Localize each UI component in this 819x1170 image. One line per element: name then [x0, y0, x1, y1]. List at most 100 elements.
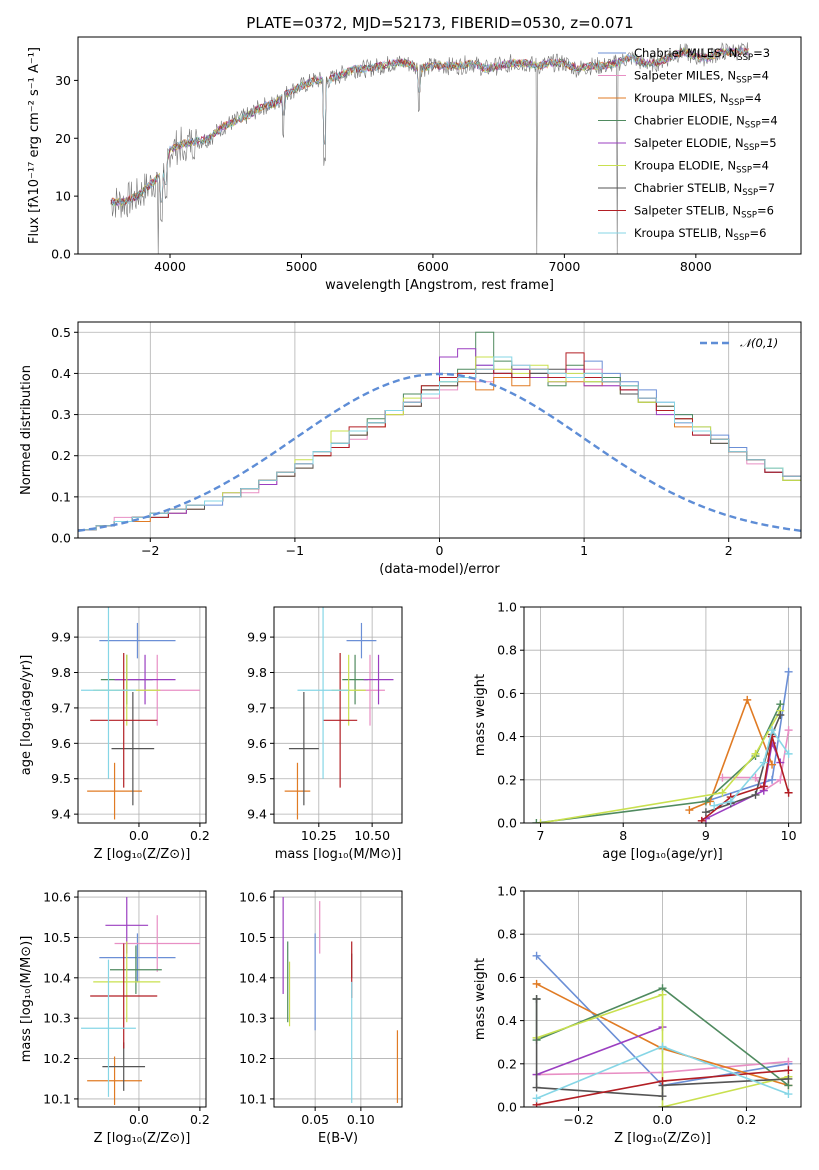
weight-marker-1 — [718, 773, 727, 782]
y-tick-label: 9.4 — [51, 807, 71, 822]
y-tick-label: 0.0 — [497, 816, 517, 831]
y-tick-label: 0.6 — [497, 686, 517, 701]
legend-entry-normal: 𝒩(0,1) — [740, 336, 778, 350]
y-tick-label: 9.9 — [247, 630, 267, 645]
x-tick-label: −2 — [141, 543, 159, 558]
weight-marker-6 — [532, 1083, 541, 1092]
weight-marker-6 — [658, 1092, 667, 1101]
spectrum-panel: 4000 5000 6000 7000 8000 0.0 10 20 30 wavelength … — [27, 36, 802, 293]
axes-frame — [273, 890, 403, 1108]
x-axis-label: Z [log₁₀(Z/Z⊙)] — [614, 1131, 711, 1146]
legend-entry-2: Kroupa MILES, NSSP=4 — [634, 91, 761, 108]
weight-line-2 — [689, 697, 773, 811]
weight-marker-8 — [759, 758, 768, 767]
x-tick-label: 0 — [436, 543, 444, 558]
plot-area — [282, 897, 399, 1103]
y-tick-label: 0.2 — [497, 1056, 517, 1071]
y-tick-label: 0.8 — [497, 643, 517, 658]
plot-area — [81, 897, 200, 1105]
y-tick-label: 20 — [55, 131, 71, 146]
y-tick-label: 0.2 — [497, 772, 517, 787]
weight-marker-7 — [784, 1066, 793, 1075]
weight-marker-0 — [532, 951, 541, 960]
histogram-series-8 — [78, 356, 801, 538]
weight-marker-7 — [784, 788, 793, 797]
x-tick-label: 0.0 — [653, 1112, 673, 1127]
x-tick-label: 8 — [619, 828, 627, 843]
weight-marker-5 — [536, 819, 545, 823]
weight-vs-metallicity-panel: −0.2 0.0 0.2 0.0 0.2 0.4 0.6 0.8 1.0 Z [log₁₀(Z/Z… — [473, 884, 802, 1146]
y-tick-label: 9.5 — [51, 771, 71, 786]
weight-marker-2 — [768, 760, 777, 769]
x-tick-label: 0.05 — [301, 1112, 329, 1127]
weight-line-4 — [536, 1026, 663, 1076]
y-axis-label: age [log₁₀(age/yr)] — [19, 655, 34, 776]
y-tick-label: 9.7 — [51, 700, 71, 715]
figure-title: PLATE=0372, MJD=52173, FIBERID=0530, z=0… — [246, 14, 633, 32]
histogram-series-2 — [78, 368, 801, 538]
weight-marker-5 — [658, 1103, 667, 1107]
weight-marker-1 — [776, 775, 785, 784]
y-axis-label: mass weight — [473, 958, 488, 1040]
legend-entry-0: Chabrier MILES, NSSP=3 — [634, 46, 770, 63]
x-tick-label: 5000 — [286, 259, 318, 274]
weight-marker-8 — [726, 797, 735, 806]
y-axis-label: Normed distribution — [19, 365, 34, 495]
y-tick-label: 9.8 — [247, 665, 267, 680]
weight-marker-2 — [685, 806, 694, 815]
x-tick-label: 9 — [702, 828, 710, 843]
y-tick-label: 10.5 — [43, 930, 71, 945]
x-tick-label: 1 — [580, 543, 588, 558]
weight-vs-age-panel: 7 8 9 10 0.0 0.2 0.4 0.6 0.8 1.0 age [log₁₀(age/yr… — [473, 600, 802, 862]
mass-vs-extinction-panel: 0.05 0.10 10.1 10.2 10.3 10.4 10.5 10.6 E(B-V) — [239, 890, 403, 1146]
weight-marker-7 — [697, 816, 706, 823]
weight-marker-1 — [751, 773, 760, 782]
legend-entry-4: Salpeter ELODIE, NSSP=5 — [634, 136, 777, 153]
legend-entry-6: Chabrier STELIB, NSSP=7 — [634, 181, 775, 198]
observed-spectrum-line — [110, 42, 749, 254]
x-tick-label: 10.25 — [301, 828, 337, 843]
y-tick-label: 30 — [55, 73, 71, 88]
y-tick-label: 9.5 — [247, 771, 267, 786]
weight-marker-6 — [784, 1074, 793, 1083]
y-tick-label: 0.4 — [51, 366, 71, 381]
y-tick-label: 10.2 — [43, 1051, 71, 1066]
y-tick-label: 0.6 — [497, 970, 517, 985]
y-tick-label: 1.0 — [497, 884, 517, 899]
x-tick-label: 0.2 — [190, 1112, 210, 1127]
y-tick-label: 9.8 — [51, 665, 71, 680]
y-tick-label: 10 — [55, 189, 71, 204]
x-tick-label: 0.0 — [129, 1112, 149, 1127]
weight-marker-5 — [658, 990, 667, 999]
legend-entry-8: Kroupa STELIB, NSSP=6 — [634, 226, 766, 243]
age-vs-mass-panel: 10.25 10.50 9.4 9.5 9.6 9.7 9.8 9.9 mass [log₁₀(… — [247, 606, 403, 862]
y-tick-label: 10.3 — [43, 1011, 71, 1026]
x-axis-label: age [log₁₀(age/yr)] — [602, 847, 723, 862]
age-vs-metallicity-panel: 0.0 0.2 9.4 9.5 9.6 9.7 9.8 9.9 Z [log₁₀(Z/Z⊙)] a… — [19, 606, 210, 862]
weight-marker-1 — [784, 1057, 793, 1066]
x-tick-label: 2 — [725, 543, 733, 558]
weight-marker-8 — [784, 749, 793, 758]
weight-marker-3 — [701, 797, 710, 806]
weight-line-3 — [536, 703, 782, 823]
weight-marker-6 — [701, 808, 710, 817]
axes-frame — [523, 890, 802, 1108]
histogram-series-7 — [78, 352, 801, 538]
plot-area — [532, 667, 793, 823]
axes-frame — [77, 321, 802, 539]
x-axis-label: mass [log₁₀(M/M⊙)] — [275, 847, 402, 862]
histogram-series-1 — [78, 364, 801, 538]
residuals-panel: −2 −1 0 1 2 0.0 0.1 0.2 0.3 0.4 0.5 (data-model)/er… — [19, 321, 802, 577]
y-tick-label: 0.1 — [51, 489, 71, 504]
weight-marker-8 — [784, 1090, 793, 1099]
y-tick-label: 10.5 — [239, 930, 267, 945]
plot-area — [110, 42, 749, 254]
axes-frame — [77, 36, 802, 255]
x-tick-label: 0.10 — [347, 1112, 375, 1127]
histogram-series-0 — [78, 360, 801, 538]
x-tick-label: 0.2 — [736, 1112, 756, 1127]
y-tick-label: 0.0 — [51, 531, 71, 546]
histogram-series-6 — [78, 368, 801, 538]
y-tick-label: 0.2 — [51, 448, 71, 463]
